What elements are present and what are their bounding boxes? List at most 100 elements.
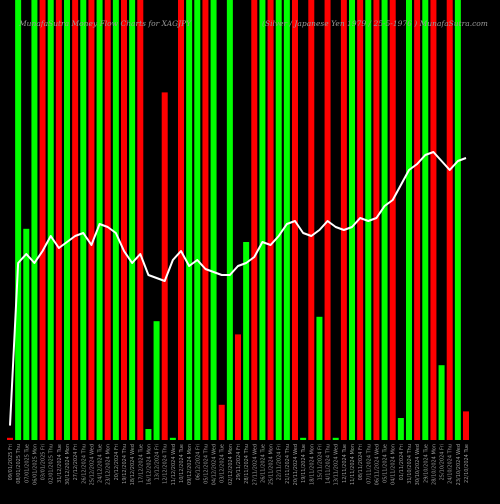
volume-bar — [373, 0, 380, 440]
volume-bar — [406, 0, 412, 440]
volume-bar — [283, 0, 290, 440]
price-line — [9, 151, 467, 426]
x-tick-label: 24/12/2024 Tue — [98, 444, 104, 483]
volume-bar — [218, 404, 225, 440]
volume-bar — [422, 0, 429, 440]
volume-bar — [121, 0, 127, 440]
volume-bar — [169, 437, 176, 440]
volume-bar — [340, 0, 347, 440]
volume-bar — [397, 418, 404, 440]
x-tick-label: 07/01/2025 Tue — [24, 444, 30, 483]
x-tick-label: 28/10/2024 Mon — [431, 444, 437, 485]
volume-bar — [446, 0, 453, 440]
x-tick-label: 27/11/2024 Wed — [252, 444, 258, 485]
volume-bar — [96, 0, 103, 440]
x-tick-label: 04/12/2024 Wed — [212, 444, 218, 485]
volume-bar — [251, 0, 258, 440]
volume-bar — [15, 0, 22, 440]
x-tick-label: 12/11/2024 Tue — [342, 444, 348, 483]
volume-bar — [259, 0, 266, 440]
volume-bar — [316, 316, 323, 440]
x-tick-label: 25/11/2024 Mon — [269, 444, 275, 485]
x-tick-label: 30/10/2024 Wed — [415, 444, 421, 485]
x-tick-label: 13/12/2024 Fri — [155, 444, 161, 480]
x-tick-label: 20/12/2024 Fri — [114, 444, 120, 480]
x-tick-label: 08/11/2024 Fri — [358, 444, 364, 480]
volume-bar — [178, 0, 184, 440]
x-tick-label: 12/12/2024 Thu — [163, 444, 169, 484]
x-tick-label: 25/12/2024 Wed — [89, 444, 95, 485]
volume-bar — [88, 0, 95, 440]
volume-bar — [112, 0, 119, 440]
x-tick-label: 29/11/2024 Fri — [236, 444, 242, 480]
x-tick-label: 22/10/2024 Tue — [464, 444, 470, 483]
volume-bar — [186, 0, 193, 440]
volume-bar — [235, 334, 241, 440]
volume-bar — [226, 0, 233, 440]
x-tick-label: 14/11/2024 Thu — [326, 444, 332, 484]
x-tick-label: 06/01/2025 Mon — [32, 444, 38, 485]
x-tick-label: 02/12/2024 Mon — [228, 444, 234, 485]
volume-bar — [414, 0, 421, 440]
volume-bar — [438, 365, 445, 440]
volume-bar — [137, 0, 144, 440]
volume-bar — [349, 0, 355, 440]
x-tick-label: 19/11/2024 Tue — [301, 444, 307, 483]
volume-bar — [463, 411, 469, 440]
volume-bar — [381, 0, 388, 440]
x-tick-label: 02/01/2025 Thu — [49, 444, 55, 484]
x-tick-label: 13/11/2024 Wed — [334, 444, 340, 485]
x-tick-label: 20/11/2024 Wed — [293, 444, 299, 485]
volume-bar — [55, 0, 62, 440]
volume-bar — [194, 0, 201, 440]
x-tick-label: 07/11/2024 Thu — [366, 444, 372, 484]
x-tick-label: 06/12/2024 Fri — [195, 444, 201, 480]
volume-bar — [104, 0, 111, 440]
x-tick-label: 05/12/2024 Thu — [203, 444, 209, 484]
x-tick-label: 26/11/2024 Tue — [260, 444, 266, 483]
x-tick-label: 27/12/2024 Fri — [73, 444, 79, 480]
volume-bars — [7, 0, 469, 441]
volume-bar — [129, 0, 136, 440]
chart-title-right: (Silver / Japanese Yen 1979 / 25-5-1976 … — [262, 19, 488, 28]
x-tick-label: 31/12/2024 Tue — [57, 444, 63, 483]
x-tick-label: 24/10/2024 Thu — [448, 444, 454, 484]
x-tick-label: 03/12/2024 Tue — [220, 444, 226, 483]
x-tick-label: 09/12/2024 Mon — [187, 444, 193, 485]
volume-bar — [308, 0, 315, 440]
volume-bar — [267, 0, 274, 440]
x-tick-label: 16/12/2024 Mon — [146, 444, 152, 485]
volume-bar — [47, 0, 54, 440]
x-tick-label: 05/11/2024 Tue — [383, 444, 389, 483]
x-tick-label: 28/11/2024 Thu — [244, 444, 250, 484]
volume-bar — [80, 0, 87, 440]
x-tick-label: 18/11/2024 Mon — [309, 444, 315, 485]
x-tick-label: 03/01/2025 Fri — [41, 444, 47, 480]
x-tick-label: 06/11/2024 Wed — [374, 444, 380, 485]
x-tick-label: 18/12/2024 Wed — [130, 444, 136, 485]
volume-bar — [153, 321, 160, 440]
x-tick-label: 25/10/2024 Fri — [440, 444, 446, 480]
volume-bar — [72, 0, 79, 440]
volume-bar — [161, 92, 168, 441]
x-tick-label: 09/01/2025 Fri — [8, 444, 14, 480]
volume-bar — [210, 0, 217, 440]
x-tick-label: 17/12/2024 Tue — [138, 444, 144, 483]
x-tick-label: 04/11/2024 Mon — [391, 444, 397, 485]
volume-bar — [332, 437, 339, 440]
x-tick-label: 29/10/2024 Tue — [423, 444, 429, 483]
volume-bar — [389, 0, 396, 440]
chart-title-left: MunafaSutra Money Flow Charts for XAGJPY — [19, 19, 192, 28]
x-tick-label: 31/10/2024 Thu — [407, 444, 413, 484]
volume-bar — [300, 437, 307, 440]
volume-bar — [23, 228, 30, 440]
x-tick-label: 08/01/2025 Thu — [16, 444, 22, 484]
x-tick-label: 30/12/2024 Mon — [65, 444, 71, 485]
x-axis-ticks: 09/01/2025 Fri 08/01/2025 Thu 07/01/2025 T… — [8, 444, 470, 485]
x-tick-label: 11/12/2024 Wed — [171, 444, 177, 485]
x-tick-label: 26/12/2024 Thu — [81, 444, 87, 484]
volume-bar — [31, 0, 38, 440]
volume-bar — [357, 0, 364, 440]
